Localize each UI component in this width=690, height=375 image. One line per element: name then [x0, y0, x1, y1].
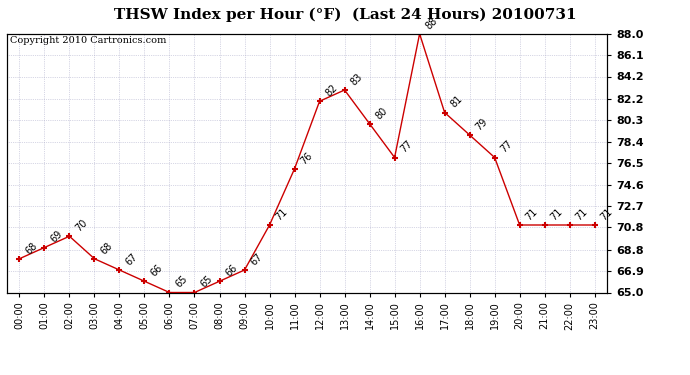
Text: 88: 88 [424, 15, 440, 31]
Text: 71: 71 [574, 206, 590, 222]
Text: 66: 66 [224, 263, 239, 279]
Text: 80: 80 [374, 105, 389, 121]
Text: 67: 67 [248, 251, 264, 267]
Text: 77: 77 [399, 139, 415, 155]
Text: 76: 76 [299, 150, 315, 166]
Text: 65: 65 [199, 274, 215, 290]
Text: 71: 71 [274, 206, 290, 222]
Text: 70: 70 [74, 217, 90, 234]
Text: THSW Index per Hour (°F)  (Last 24 Hours) 20100731: THSW Index per Hour (°F) (Last 24 Hours)… [114, 8, 576, 22]
Text: 68: 68 [23, 240, 39, 256]
Text: Copyright 2010 Cartronics.com: Copyright 2010 Cartronics.com [10, 36, 166, 45]
Text: 71: 71 [599, 206, 615, 222]
Text: 83: 83 [348, 72, 364, 87]
Text: 82: 82 [324, 82, 339, 99]
Text: 69: 69 [48, 229, 64, 245]
Text: 67: 67 [124, 251, 139, 267]
Text: 77: 77 [499, 139, 515, 155]
Text: 66: 66 [148, 263, 164, 279]
Text: 68: 68 [99, 240, 115, 256]
Text: 79: 79 [474, 116, 490, 132]
Text: 81: 81 [448, 94, 464, 110]
Text: 71: 71 [549, 206, 564, 222]
Text: 71: 71 [524, 206, 540, 222]
Text: 65: 65 [174, 274, 190, 290]
